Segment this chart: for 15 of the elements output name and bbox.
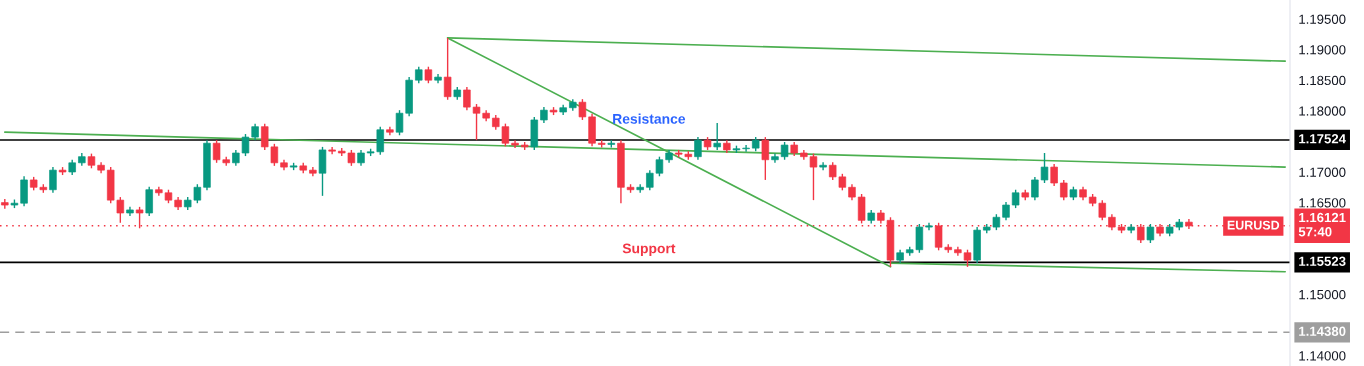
ref-line-label: 1.17524: [1299, 134, 1346, 144]
ref-line-label: 1.15523: [1299, 256, 1346, 266]
ref-line-label: 1.14380: [1299, 326, 1346, 336]
y-tick-label: 1.15000: [1299, 289, 1346, 300]
annotation: Support: [622, 243, 676, 257]
annotation: Resistance: [613, 113, 686, 124]
y-tick-label: 1.18000: [1299, 106, 1346, 116]
y-tick-label: 1.19500: [1299, 14, 1346, 24]
y-tick-label: 1.17000: [1299, 167, 1346, 177]
y-tick-label: 1.16500: [1299, 198, 1346, 208]
y-tick-label: 1.18500: [1299, 75, 1346, 86]
ref-line-label: 1.16121 57:40: [1298, 212, 1346, 237]
y-tick-label: 1.19000: [1299, 45, 1346, 55]
annotation: EURUSD: [1227, 220, 1280, 230]
y-tick-label: 1.14000: [1299, 351, 1346, 361]
